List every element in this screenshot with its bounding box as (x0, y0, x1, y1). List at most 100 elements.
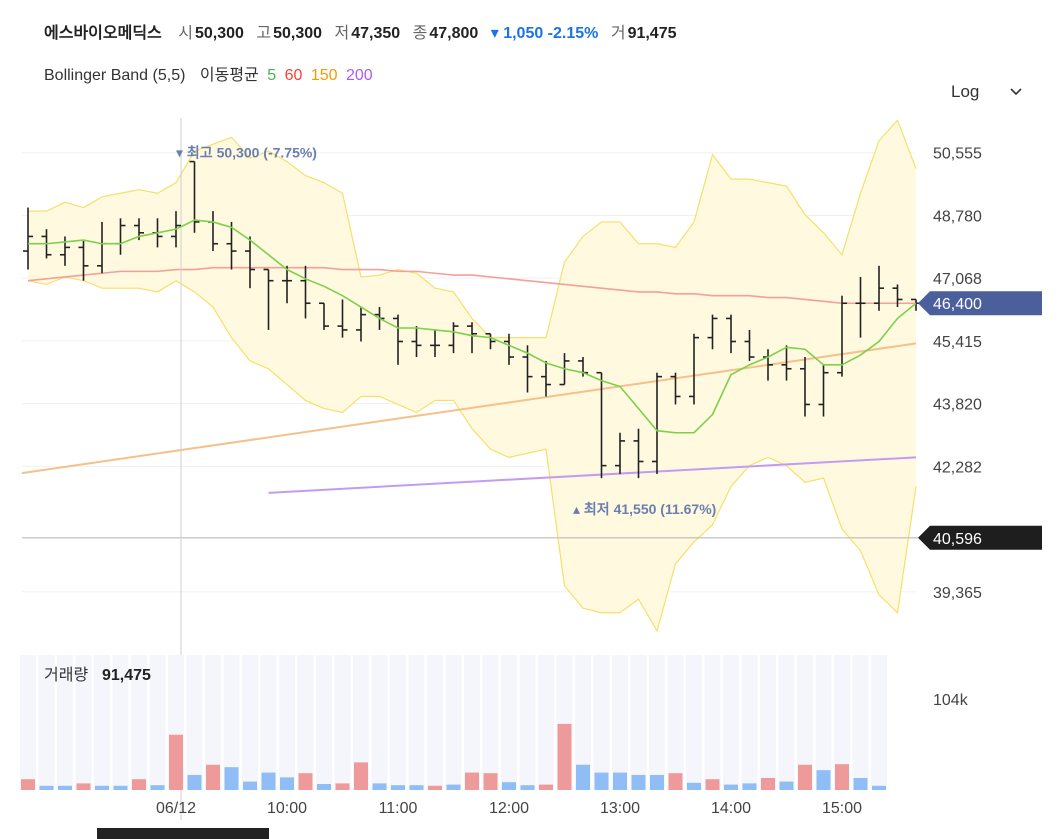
volume-bg-column (297, 655, 314, 790)
last-price-tag-bg (918, 291, 1042, 316)
volume-bg-column (242, 655, 258, 790)
ohlc-bar (652, 372, 662, 474)
volume-bar (798, 764, 812, 790)
stock-name: 에스바이오메딕스 (44, 25, 162, 42)
open-value: 50,300 (194, 25, 244, 42)
ohlc-bar (689, 333, 699, 405)
volume-bg-column (316, 655, 332, 790)
ma-legend-label[interactable]: 이동평균 (199, 67, 259, 84)
ohlc-bar (874, 265, 884, 311)
volume-bar (224, 767, 239, 790)
volume-bg-column (186, 655, 203, 790)
ohlc-bar (467, 322, 477, 354)
volume-bar (835, 764, 849, 790)
volume-bar (465, 772, 479, 790)
volume-bar (539, 784, 553, 790)
log-scale-toggle[interactable]: Log (951, 82, 980, 101)
volume-bar (298, 773, 313, 790)
ref-price-tag: 40,596 (933, 531, 982, 548)
volume-bar (261, 772, 276, 790)
volume-bar (21, 779, 35, 790)
ohlc-bar (430, 329, 440, 358)
ma60-legend[interactable]: 60 (284, 67, 303, 84)
ma5-line (28, 219, 917, 434)
ohlc-bar (411, 326, 422, 358)
volume-bar (742, 783, 757, 790)
ma200-line (268, 456, 917, 494)
y-tick-label: 47,068 (933, 271, 982, 288)
volume-bar (705, 779, 720, 790)
ohlc-bar (226, 221, 237, 270)
volume-bg-column (593, 655, 610, 790)
ohlc-bar (541, 360, 551, 397)
ohlc-bar (707, 314, 718, 350)
ref-price-tag-bg (918, 525, 1042, 550)
change-value: ▾ 1,050 -2.15% (490, 25, 599, 42)
volume-bg-column (482, 655, 499, 790)
ohlc-bar (596, 371, 607, 479)
volume-bar (779, 781, 794, 790)
x-tick-label: 11:00 (379, 800, 418, 817)
volume-bar (113, 785, 128, 790)
volume-bg-column (223, 655, 240, 790)
ohlc-bar (781, 345, 792, 381)
volume-bar (576, 764, 590, 790)
ma5-legend[interactable]: 5 (267, 67, 277, 84)
chevron-down-icon[interactable] (1008, 84, 1024, 100)
volume-bar (95, 785, 109, 790)
indicator-legend[interactable]: Bollinger Band (5,5) 이동평균 5 60 150 200 (44, 61, 377, 85)
volume-bar (150, 785, 165, 790)
volume-bg-column (797, 655, 813, 790)
volume-bg-column (741, 655, 758, 790)
last-price-tag: 46,400 (933, 296, 982, 313)
volume-bg-column (649, 655, 665, 790)
ohlc-bar (263, 268, 274, 330)
volume-bg-column (871, 655, 887, 790)
volume-bg-column (57, 655, 73, 790)
volume-label: 거래량 (44, 666, 88, 684)
volume-bg-column (445, 655, 462, 790)
ohlc-bar (744, 329, 755, 361)
high-annotation: ▾ 최고 50,300 (-7.75%) (176, 145, 317, 161)
x-tick-label: 13:00 (600, 800, 640, 817)
bollinger-legend[interactable]: Bollinger Band (5,5) (44, 67, 186, 84)
volume-bar (317, 783, 331, 790)
volume-bg-column (686, 655, 702, 790)
volume-bar (354, 762, 368, 790)
ma150-line (21, 342, 917, 475)
volume-bar (39, 785, 54, 790)
high-value: 50,300 (273, 25, 323, 42)
ohlc-bar (818, 364, 829, 417)
volume-bg-column (723, 655, 739, 790)
ohlc-bar (300, 265, 311, 319)
volume-value: 91,475 (627, 25, 677, 42)
open-label: 시 (178, 25, 193, 42)
volume-bar (132, 779, 146, 790)
volume-bar (446, 784, 461, 790)
ohlc-bar (356, 307, 366, 342)
volume-bar (668, 773, 683, 790)
volume-bg-column (371, 655, 388, 790)
volume-bg-column (20, 655, 36, 790)
volume-bg-column (279, 655, 295, 790)
volume-bg-column (205, 655, 221, 790)
ohlc-bar (670, 372, 681, 405)
volume-bg-column (353, 655, 369, 790)
volume-bar (687, 782, 701, 790)
ma150-legend[interactable]: 150 (310, 67, 338, 84)
y-tick-label: 48,780 (933, 208, 982, 225)
volume-bar (428, 785, 442, 790)
volume-bar (483, 773, 498, 790)
volume-bar (187, 774, 202, 790)
volume-bg-column (408, 655, 425, 790)
volume-label: 거 (610, 25, 626, 42)
scroll-handle[interactable] (97, 828, 269, 839)
high-label: 고 (256, 25, 272, 42)
ma200-legend[interactable]: 200 (345, 67, 373, 84)
volume-bar (613, 772, 627, 790)
volume-bar (76, 783, 91, 790)
y-tick-label: 50,555 (933, 146, 982, 163)
ohlc-bar (448, 322, 459, 354)
ohlc-bar (393, 314, 403, 365)
